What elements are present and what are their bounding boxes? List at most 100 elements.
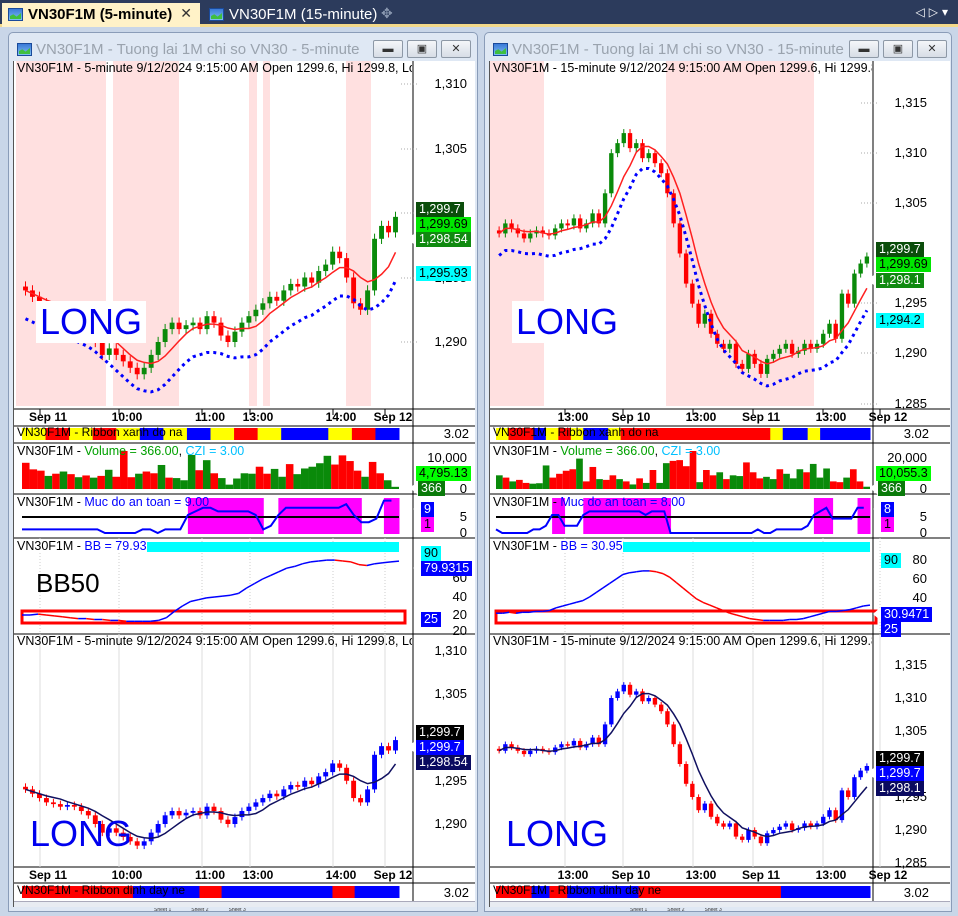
bottom-candle	[584, 744, 589, 748]
bb-line-segment	[158, 616, 167, 622]
volume-bar	[255, 466, 264, 489]
volume-bar	[582, 481, 590, 489]
chart-icon	[493, 43, 508, 56]
top-candle	[260, 303, 266, 310]
ribbon-segment	[199, 886, 223, 898]
bottom-candle	[577, 740, 583, 748]
bottom-candle	[553, 747, 558, 753]
volume-bar	[569, 469, 577, 489]
bottom-candle	[609, 698, 614, 725]
chart-legend: VN30F1M - 15-minute 9/12/2024 9:15:00 AM…	[493, 61, 872, 75]
bottom-candle	[323, 772, 329, 777]
close-button[interactable]: ✕	[917, 40, 947, 58]
bb-tick-label: 80	[912, 552, 927, 567]
bottom-candle	[496, 748, 502, 751]
minimize-button[interactable]: ▬	[373, 40, 403, 58]
bb-line-segment	[649, 570, 657, 573]
ribbon-value: 3.02	[443, 885, 469, 900]
sheet-tab[interactable]: Sheet 3	[704, 908, 722, 913]
volume-bar	[836, 482, 844, 489]
volume-bar	[709, 475, 717, 489]
top-candle	[758, 363, 764, 374]
chart-area[interactable]: VN30F1M - 5-minute 9/12/2024 9:15:00 AM …	[13, 61, 475, 913]
bb-tick-label: 20	[452, 607, 467, 622]
bottom-candle	[708, 803, 714, 817]
volume-bar	[622, 481, 630, 489]
chart-area[interactable]: VN30F1M - 15-minute 9/12/2024 9:15:00 AM…	[489, 61, 950, 913]
bottom-candle	[590, 737, 595, 745]
bb-line-segment	[595, 587, 604, 594]
bb-line-segment	[816, 612, 824, 616]
close-button[interactable]: ✕	[441, 40, 471, 58]
volume-legend: VN30F1M - Volume = 366.00, CZI = 3.00	[17, 444, 244, 458]
safety-tag: 9	[413, 502, 434, 517]
arrow-left-right-icon[interactable]: ◁▷▾	[915, 5, 952, 19]
maximize-button[interactable]: ▣	[883, 40, 913, 58]
bottom-candle	[602, 724, 608, 745]
top-candle	[864, 256, 870, 264]
bottom-candle	[386, 746, 391, 751]
bb-line-segment	[662, 572, 670, 578]
sheet-tab[interactable]: Sheet 2	[667, 908, 685, 913]
bb-line-segment	[334, 559, 343, 562]
price-tag: 1,298.1	[868, 273, 924, 288]
plus-icon[interactable]: ✥	[381, 5, 393, 21]
top-candle	[176, 322, 182, 330]
ribbon-segment	[66, 886, 90, 898]
top-candle	[571, 218, 577, 226]
top-candle	[827, 323, 832, 334]
price-tag: 1,299.7	[408, 740, 464, 755]
top-candle	[540, 230, 545, 234]
sheet-tab-bar: Sheet 1 Sheet 2 Sheet 3	[490, 901, 950, 913]
x-axis-label: Sep 12	[373, 868, 413, 882]
volume-bar	[669, 460, 677, 489]
tab-15-minute[interactable]: VN30F1M (15-minute)	[203, 3, 385, 27]
sheet-tab[interactable]: Sheet 2	[191, 908, 209, 913]
price-tick-label: 1,310	[894, 690, 927, 705]
bottom-candle	[752, 830, 757, 837]
minimize-button[interactable]: ▬	[849, 40, 879, 58]
volume-bar	[789, 478, 797, 489]
ribbon-segment	[683, 428, 696, 440]
bb-line-segment	[54, 615, 63, 618]
bb-line-segment	[502, 611, 510, 614]
moving-average-line	[498, 145, 868, 365]
top-candle	[509, 223, 514, 229]
top-candle	[858, 263, 863, 274]
maximize-button[interactable]: ▣	[407, 40, 437, 58]
bb-legend: VN30F1M - BB = 30.95	[493, 539, 623, 553]
volume-bar	[74, 477, 83, 489]
top-candle	[295, 283, 301, 287]
bb-line-segment	[302, 561, 311, 565]
volume-bar	[37, 470, 45, 489]
sheet-tab[interactable]: Sheet 3	[228, 908, 246, 913]
top-candle	[783, 343, 789, 349]
bottom-candle	[37, 793, 42, 799]
bb-tag: 30.9471	[872, 607, 933, 622]
bottom-candle	[183, 812, 189, 816]
volume-bar	[97, 475, 105, 489]
session-band	[16, 61, 106, 406]
volume-tick-label: 0	[919, 481, 927, 496]
ribbon-segment	[745, 428, 759, 440]
bottom-candle	[621, 684, 626, 692]
ribbon-value: 3.02	[903, 885, 929, 900]
ribbon-segment	[328, 428, 353, 440]
top-candle	[162, 329, 168, 342]
price-tick-label: 1,310	[434, 76, 467, 91]
sheet-tab[interactable]: Sheet 1	[154, 908, 172, 913]
bottom-candle	[225, 819, 231, 824]
price-tick-label: 1,305	[894, 723, 927, 738]
top-candle	[559, 223, 564, 229]
close-icon[interactable]: ✕	[180, 5, 192, 21]
sheet-tab[interactable]: Sheet 1	[630, 908, 648, 913]
volume-bar	[361, 476, 369, 489]
ribbon-segment	[720, 428, 734, 440]
top-candle	[665, 173, 670, 194]
price-tick-label: 1,305	[434, 141, 467, 156]
ribbon-segment	[186, 428, 211, 440]
bb-lower-band	[494, 609, 878, 625]
price-tick-label: 1,290	[434, 816, 467, 831]
tab-5-minute[interactable]: VN30F1M (5-minute) ✕	[2, 3, 200, 27]
bb-line-segment	[609, 578, 617, 585]
